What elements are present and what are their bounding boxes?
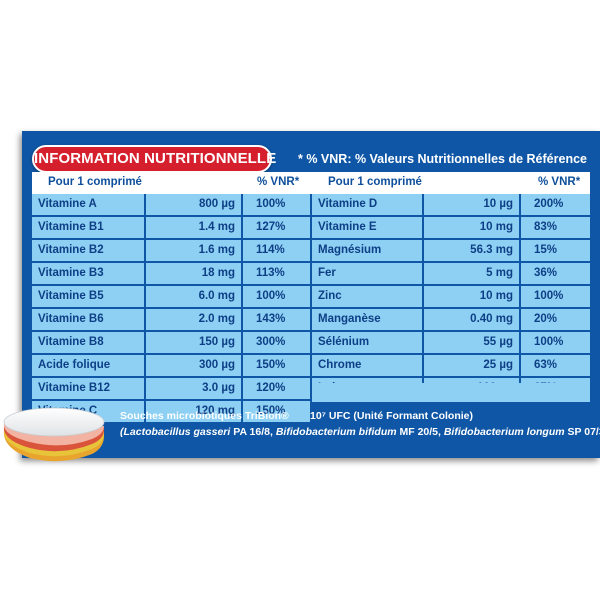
left-row-amount: 1.4 mg — [146, 217, 241, 238]
left-row-name: Vitamine B3 — [32, 263, 144, 284]
panel-title: INFORMATION NUTRITIONNELLE — [32, 145, 276, 173]
strain-detail-5: Bifidobacterium longum — [443, 426, 565, 438]
strain-detail-2: PA 16/8, — [230, 426, 276, 438]
left-row-name: Vitamine B8 — [32, 332, 144, 353]
left-row-amount: 6.0 mg — [146, 286, 241, 307]
right-row-name: Chrome — [312, 355, 422, 376]
left-row-amount: 800 µg — [146, 194, 241, 215]
left-row-name: Vitamine B5 — [32, 286, 144, 307]
right-row-amount: 55 µg — [424, 332, 519, 353]
vnr-legend: * % VNR: % Valeurs Nutritionnelles de Ré… — [298, 152, 587, 166]
strain-detail-6: SP 07/3). — [567, 426, 600, 438]
ufc-label: 10⁷ UFC (Unité Formant Colonie) — [310, 410, 474, 422]
right-row-vnr: 63% — [521, 355, 590, 376]
empty-cell — [312, 383, 590, 402]
left-row-vnr: 100% — [243, 286, 310, 307]
right-row-vnr: 200% — [521, 194, 590, 215]
right-row-name: Fer — [312, 263, 422, 284]
right-row-name: Manganèse — [312, 309, 422, 330]
right-row-amount: 5 mg — [424, 263, 519, 284]
strain-detail-3: Bifidobacterium bifidum — [275, 426, 397, 438]
left-row-vnr: 300% — [243, 332, 310, 353]
left-row-amount: 300 µg — [146, 355, 241, 376]
right-row-vnr: 100% — [521, 286, 590, 307]
left-row-vnr: 127% — [243, 217, 310, 238]
strain-detail-1: (Lactobacillus gasseri — [120, 426, 231, 438]
left-row-name: Vitamine B12 — [32, 378, 144, 399]
left-row-amount: 1.6 mg — [146, 240, 241, 261]
right-row-amount: 0.40 mg — [424, 309, 519, 330]
left-row-vnr: 100% — [243, 194, 310, 215]
table-header: Pour 1 comprimé % VNR* Pour 1 comprimé %… — [32, 172, 590, 194]
left-row-name: Vitamine B6 — [32, 309, 144, 330]
right-row-amount: 10 µg — [424, 194, 519, 215]
header-right-pct: % VNR* — [538, 176, 581, 188]
right-row-vnr: 83% — [521, 217, 590, 238]
left-row-amount: 3.0 µg — [146, 378, 241, 399]
right-row-name: Zinc — [312, 286, 422, 307]
right-row-vnr: 15% — [521, 240, 590, 261]
left-row-name: Vitamine B2 — [32, 240, 144, 261]
strain-detail-4: MF 20/5, — [396, 426, 444, 438]
right-row-name: Vitamine D — [312, 194, 422, 215]
footer-line-1: Souches microbiotiques TriBion® 10⁷ UFC … — [120, 410, 473, 422]
right-row-amount: 10 mg — [424, 286, 519, 307]
header-left-pct: % VNR* — [257, 176, 300, 188]
left-row-vnr: 114% — [243, 240, 310, 261]
header-left-label: Pour 1 comprimé — [48, 176, 142, 188]
left-row-amount: 150 µg — [146, 332, 241, 353]
right-row-vnr: 20% — [521, 309, 590, 330]
right-row-name: Vitamine E — [312, 217, 422, 238]
left-row-vnr: 150% — [243, 355, 310, 376]
left-row-amount: 120 mg — [146, 401, 241, 422]
left-row-name: Vitamine B1 — [32, 217, 144, 238]
right-row-name: Magnésium — [312, 240, 422, 261]
right-row-name: Sélénium — [312, 332, 422, 353]
right-row-amount: 10 mg — [424, 217, 519, 238]
footer-line-2: (Lactobacillus gasseri PA 16/8, Bifidoba… — [120, 426, 600, 438]
strains-label: Souches microbiotiques TriBion® — [120, 410, 289, 422]
left-row-amount: 18 mg — [146, 263, 241, 284]
left-row-vnr: 120% — [243, 378, 310, 399]
left-row-vnr: 150% — [243, 401, 310, 422]
right-row-vnr: 100% — [521, 332, 590, 353]
right-row-amount: 25 µg — [424, 355, 519, 376]
left-row-name: Acide folique — [32, 355, 144, 376]
left-row-name: Vitamine A — [32, 194, 144, 215]
right-row-vnr: 36% — [521, 263, 590, 284]
tablet-icon — [3, 407, 105, 462]
left-row-vnr: 143% — [243, 309, 310, 330]
right-row-amount: 56.3 mg — [424, 240, 519, 261]
left-row-amount: 2.0 mg — [146, 309, 241, 330]
left-row-vnr: 113% — [243, 263, 310, 284]
header-right-label: Pour 1 comprimé — [328, 176, 422, 188]
